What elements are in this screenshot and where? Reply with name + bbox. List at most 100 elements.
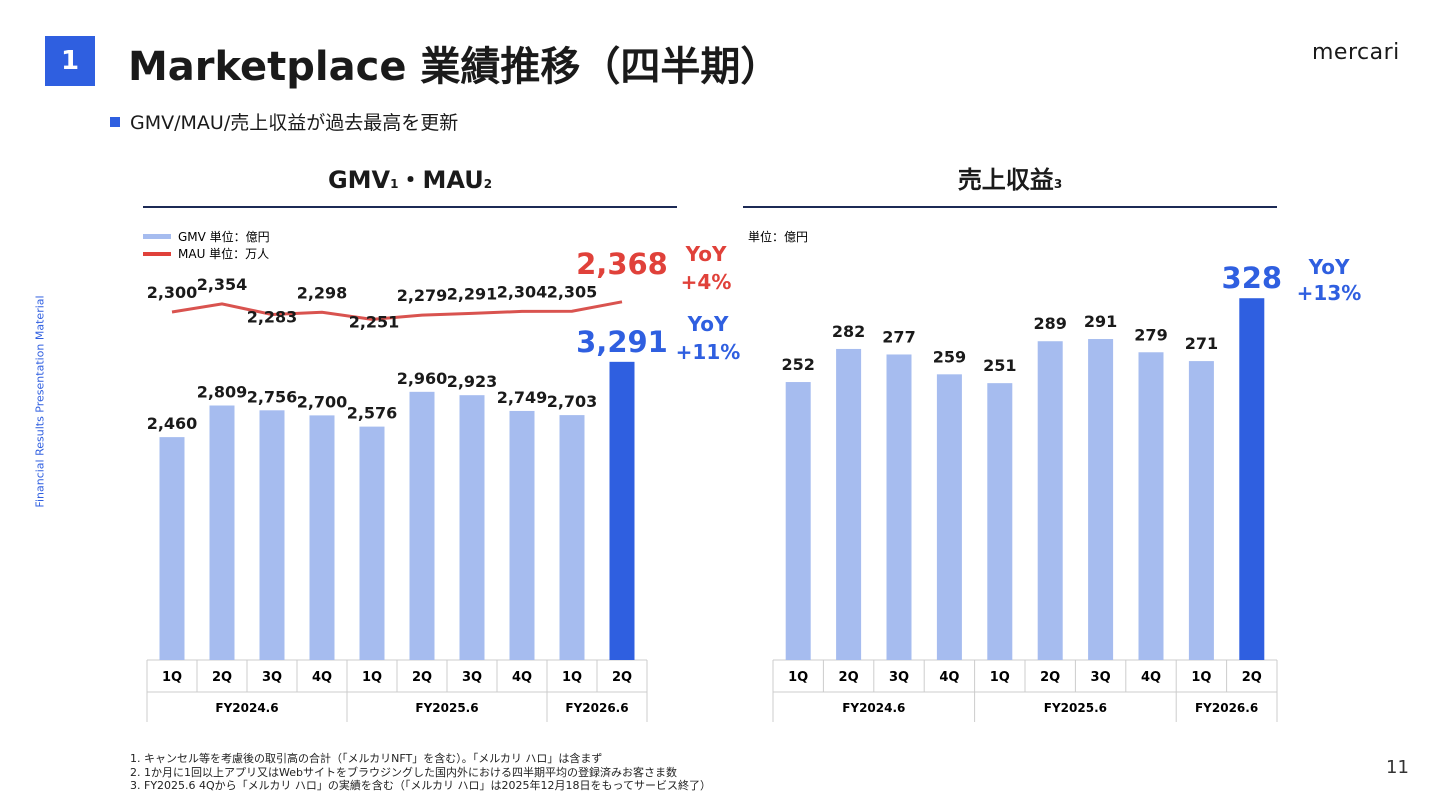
footnote: 1. キャンセル等を考慮後の取引高の合計（「メルカリNFT」を含む）。「メルカリ… xyxy=(130,752,603,765)
x-tick-label: 4Q xyxy=(312,670,332,685)
gmv-data-label: 2,460 xyxy=(147,414,198,433)
x-tick-label: 3Q xyxy=(462,670,482,685)
x-tick-label: 1Q xyxy=(362,670,382,685)
revenue-bar xyxy=(1138,352,1164,660)
legend-gmv-label: GMV 単位：億円 xyxy=(178,229,270,244)
legend-gmv-swatch xyxy=(143,234,171,239)
legend-mau-label: MAU 単位：万人 xyxy=(178,246,269,261)
revenue-data-label: 279 xyxy=(1134,325,1167,344)
group-label: FY2024.6 xyxy=(215,701,278,715)
gmv-data-label: 2,809 xyxy=(197,383,248,402)
x-tick-label: 2Q xyxy=(412,670,432,685)
revenue-bar xyxy=(886,354,912,660)
gmv-yoy-value: +11% xyxy=(676,340,741,364)
mau-yoy-value: +4% xyxy=(681,270,732,294)
gmv-mau-chart-title: GMV1・MAU2 xyxy=(327,166,493,194)
gmv-bar xyxy=(459,395,485,660)
mau-data-label: 2,251 xyxy=(349,312,400,331)
group-label: FY2026.6 xyxy=(1195,701,1258,715)
subtitle-text: GMV/MAU/売上収益が過去最高を更新 xyxy=(130,112,459,134)
mau-data-label: 2,368 xyxy=(576,247,668,281)
footnote: 2. 1か月に1回以上アプリ又はWebサイトをブラウジングした国内外における四半… xyxy=(130,765,677,779)
revenue-bar xyxy=(785,382,811,660)
revenue-bar xyxy=(1037,341,1063,660)
mau-data-label: 2,304 xyxy=(497,282,548,301)
x-tick-label: 4Q xyxy=(512,670,532,685)
mau-data-label: 2,300 xyxy=(147,283,198,302)
x-tick-label: 2Q xyxy=(839,670,859,685)
gmv-bar xyxy=(559,415,585,660)
revenue-data-label: 259 xyxy=(933,347,966,366)
revenue-data-label: 289 xyxy=(1033,314,1066,333)
gmv-bar xyxy=(509,410,535,660)
revenue-yoy-value: +13% xyxy=(1297,281,1362,305)
gmv-yoy-label: YoY xyxy=(687,312,729,336)
revenue-data-label: 328 xyxy=(1222,261,1283,295)
gmv-data-label: 2,576 xyxy=(347,404,398,423)
x-tick-label: 2Q xyxy=(212,670,232,685)
mau-data-label: 2,354 xyxy=(197,275,248,294)
revenue-bar xyxy=(836,348,862,660)
gmv-bar xyxy=(309,415,335,660)
revenue-bar xyxy=(987,383,1013,660)
unit-label: 単位：億円 xyxy=(748,229,808,244)
gmv-data-label: 3,291 xyxy=(576,325,668,359)
x-tick-label: 2Q xyxy=(612,670,632,685)
x-tick-label: 1Q xyxy=(990,670,1010,685)
gmv-bar xyxy=(409,391,435,660)
gmv-data-label: 2,749 xyxy=(497,388,548,407)
gmv-data-label: 2,756 xyxy=(247,387,298,406)
gmv-bar xyxy=(359,426,385,660)
gmv-data-label: 2,703 xyxy=(547,392,598,411)
bullet-square-icon xyxy=(110,116,120,127)
x-tick-label: 3Q xyxy=(1091,670,1111,685)
group-label: FY2024.6 xyxy=(842,701,905,715)
gmv-bar xyxy=(609,361,635,660)
gmv-data-label: 2,700 xyxy=(297,392,348,411)
mau-data-label: 2,305 xyxy=(547,282,598,301)
revenue-bar xyxy=(1188,361,1214,660)
gmv-bar xyxy=(159,437,185,660)
revenue-chart-title: 売上収益3 xyxy=(957,166,1063,194)
revenue-data-label: 271 xyxy=(1185,334,1218,353)
revenue-bar xyxy=(1088,339,1114,660)
x-tick-label: 2Q xyxy=(1242,670,1262,685)
x-tick-label: 3Q xyxy=(889,670,909,685)
x-tick-label: 4Q xyxy=(939,670,959,685)
footnote: 3. FY2025.6 4Qから「メルカリ ハロ」の実績を含む（「メルカリ ハロ… xyxy=(130,779,711,792)
section-number: 1 xyxy=(45,36,95,86)
group-label: FY2025.6 xyxy=(1044,701,1107,715)
mau-yoy-label: YoY xyxy=(685,242,727,266)
gmv-bar xyxy=(259,410,285,660)
x-tick-label: 2Q xyxy=(1040,670,1060,685)
mau-data-label: 2,279 xyxy=(397,286,448,305)
mau-line xyxy=(171,300,623,321)
revenue-data-label: 282 xyxy=(832,322,865,341)
footnotes: 1. キャンセル等を考慮後の取引高の合計（「メルカリNFT」を含む）。「メルカリ… xyxy=(130,752,711,793)
gmv-data-label: 2,960 xyxy=(397,369,448,388)
x-tick-label: 1Q xyxy=(788,670,808,685)
x-tick-label: 3Q xyxy=(262,670,282,685)
revenue-data-label: 251 xyxy=(983,356,1016,375)
mau-data-label: 2,283 xyxy=(247,308,298,327)
page-number: 11 xyxy=(1386,757,1409,778)
revenue-data-label: 291 xyxy=(1084,312,1117,331)
revenue-bar xyxy=(1239,298,1265,660)
x-tick-label: 1Q xyxy=(562,670,582,685)
subtitle: GMV/MAU/売上収益が過去最高を更新 xyxy=(110,108,458,135)
page-title: Marketplace 業績推移（四半期） xyxy=(128,44,781,90)
group-label: FY2025.6 xyxy=(415,701,478,715)
group-label: FY2026.6 xyxy=(565,701,628,715)
mau-data-label: 2,291 xyxy=(447,284,498,303)
gmv-data-label: 2,923 xyxy=(447,372,498,391)
x-tick-label: 4Q xyxy=(1141,670,1161,685)
gmv-bar xyxy=(209,405,235,660)
mau-data-label: 2,298 xyxy=(297,283,348,302)
revenue-data-label: 252 xyxy=(781,355,814,374)
divider xyxy=(143,206,677,208)
revenue-data-label: 277 xyxy=(882,327,915,346)
revenue-bar xyxy=(936,374,962,660)
revenue-yoy-label: YoY xyxy=(1308,255,1350,279)
x-tick-label: 1Q xyxy=(162,670,182,685)
